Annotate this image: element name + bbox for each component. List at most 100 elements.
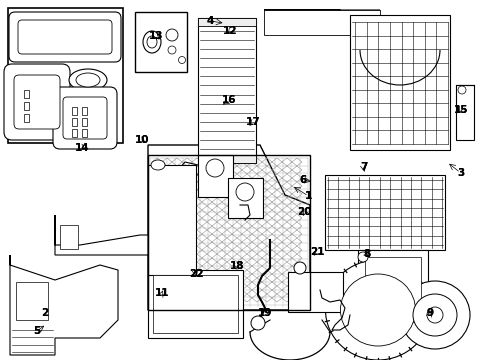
Text: 20: 20 (297, 207, 312, 217)
Ellipse shape (143, 31, 161, 53)
Ellipse shape (178, 57, 186, 63)
Text: 19: 19 (257, 308, 272, 318)
Bar (198, 155, 256, 163)
Bar (198, 155, 233, 197)
Text: 10: 10 (135, 135, 149, 145)
Text: 15: 15 (453, 105, 468, 115)
Ellipse shape (166, 29, 178, 41)
Ellipse shape (76, 73, 100, 87)
Bar (8, 8, 123, 143)
Text: 17: 17 (245, 117, 260, 127)
Text: 8: 8 (363, 249, 370, 259)
Text: 16: 16 (222, 95, 237, 105)
Text: 16: 16 (222, 95, 237, 105)
Text: 18: 18 (230, 261, 245, 271)
Text: 9: 9 (427, 308, 434, 318)
Text: 12: 12 (223, 26, 238, 36)
Ellipse shape (147, 36, 157, 48)
Bar (358, 250, 428, 330)
Ellipse shape (69, 69, 107, 91)
Bar (456, 85, 474, 140)
Text: 9: 9 (427, 308, 434, 318)
Ellipse shape (458, 86, 466, 94)
Ellipse shape (427, 307, 443, 323)
Text: 1: 1 (305, 191, 312, 201)
FancyBboxPatch shape (14, 75, 60, 129)
Text: 14: 14 (75, 143, 90, 153)
Text: 5: 5 (33, 326, 40, 336)
Text: 18: 18 (230, 261, 245, 271)
Text: 11: 11 (154, 288, 169, 298)
Text: 10: 10 (135, 135, 149, 145)
Bar (72, 129, 77, 137)
Text: 14: 14 (75, 143, 90, 153)
Ellipse shape (168, 46, 176, 54)
Text: 21: 21 (310, 247, 325, 257)
Bar (148, 270, 243, 338)
Text: 7: 7 (360, 162, 368, 172)
Text: 1: 1 (305, 191, 312, 201)
Text: 2: 2 (42, 308, 49, 318)
Polygon shape (10, 255, 118, 355)
Bar (350, 15, 450, 150)
Bar (153, 275, 238, 333)
Polygon shape (55, 215, 148, 255)
Ellipse shape (341, 274, 416, 346)
FancyBboxPatch shape (53, 87, 117, 149)
Text: 5: 5 (33, 326, 40, 336)
Bar (198, 18, 256, 163)
Text: 8: 8 (363, 249, 370, 259)
Text: 20: 20 (297, 207, 312, 217)
Polygon shape (264, 10, 380, 35)
Text: 17: 17 (245, 117, 260, 127)
Bar (82, 118, 87, 126)
Bar (325, 175, 445, 250)
Bar (135, 12, 187, 72)
Text: 12: 12 (223, 26, 238, 36)
Bar (82, 129, 87, 137)
Bar (60, 225, 78, 249)
Bar (24, 90, 29, 98)
Ellipse shape (206, 159, 224, 177)
Bar (24, 114, 29, 122)
Text: 19: 19 (257, 308, 272, 318)
Bar (228, 178, 263, 218)
Text: 13: 13 (148, 31, 163, 41)
Text: 3: 3 (457, 168, 464, 178)
Ellipse shape (294, 262, 306, 274)
Text: 22: 22 (189, 269, 203, 279)
Polygon shape (148, 145, 310, 310)
Bar (24, 102, 29, 110)
Bar (264, 10, 380, 35)
Bar (198, 18, 256, 26)
Bar (148, 155, 310, 310)
Bar (82, 107, 87, 115)
Bar (72, 107, 77, 115)
FancyBboxPatch shape (63, 97, 107, 139)
Bar (148, 165, 196, 275)
Text: 3: 3 (457, 168, 464, 178)
FancyBboxPatch shape (18, 20, 112, 54)
Ellipse shape (151, 160, 165, 170)
Ellipse shape (400, 281, 470, 349)
Text: 7: 7 (360, 162, 368, 172)
Text: 15: 15 (453, 105, 468, 115)
Bar (288, 272, 343, 312)
FancyBboxPatch shape (4, 64, 70, 140)
Text: 4: 4 (206, 16, 214, 26)
Ellipse shape (413, 294, 457, 336)
Ellipse shape (358, 252, 368, 262)
Bar (72, 118, 77, 126)
Text: 13: 13 (148, 31, 163, 41)
Text: 22: 22 (189, 269, 203, 279)
Ellipse shape (236, 183, 254, 201)
Text: 4: 4 (206, 16, 214, 26)
Text: 11: 11 (154, 288, 169, 298)
Text: 2: 2 (42, 308, 49, 318)
Bar (16, 282, 48, 320)
Text: 21: 21 (310, 247, 325, 257)
Bar (365, 257, 421, 322)
Ellipse shape (325, 260, 431, 360)
FancyBboxPatch shape (9, 12, 121, 62)
Text: 6: 6 (299, 175, 306, 185)
